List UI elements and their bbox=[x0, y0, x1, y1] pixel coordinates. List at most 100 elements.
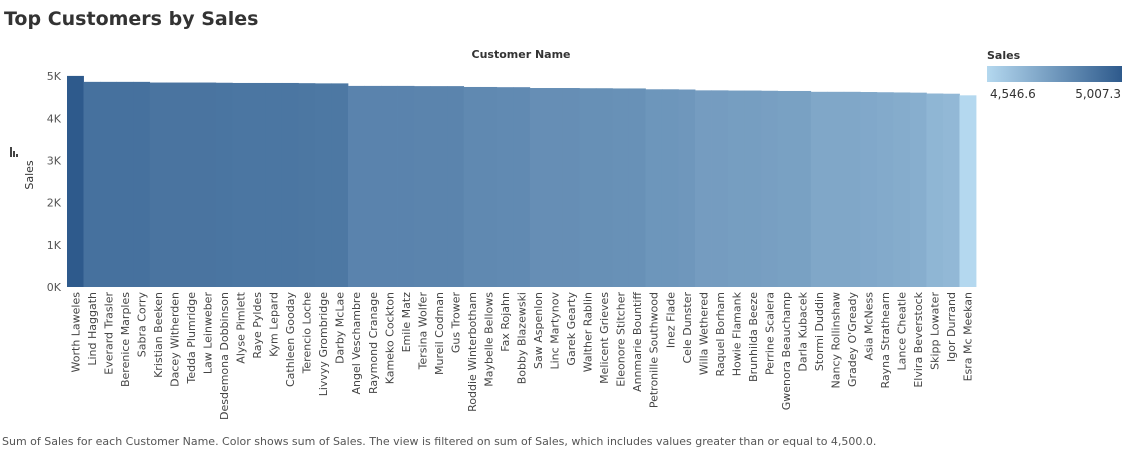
x-tick-label: Skipp Lowater bbox=[929, 292, 942, 370]
x-tick-label: Nancy Rollinshaw bbox=[830, 292, 843, 388]
bar[interactable] bbox=[529, 88, 547, 288]
x-tick-label: Howie Flamank bbox=[730, 291, 743, 376]
x-tick-label: Annmarie Bountiff bbox=[631, 292, 644, 392]
x-tick-label: Livvyy Grombridge bbox=[317, 292, 330, 396]
x-tick-label: Brunhilda Beeze bbox=[747, 292, 760, 382]
y-tick-label: 3K bbox=[47, 155, 62, 168]
bar[interactable] bbox=[893, 92, 911, 287]
bar[interactable] bbox=[777, 90, 795, 287]
bar[interactable] bbox=[513, 87, 531, 288]
x-tick-label: Raymond Cranage bbox=[367, 292, 380, 394]
bar[interactable] bbox=[794, 90, 812, 287]
bar[interactable] bbox=[496, 87, 514, 288]
bar[interactable] bbox=[579, 88, 597, 287]
bar[interactable] bbox=[876, 92, 894, 288]
x-tick-label: Cele Dunster bbox=[681, 292, 694, 364]
bar[interactable] bbox=[761, 90, 779, 287]
bar[interactable] bbox=[728, 90, 746, 287]
bar[interactable] bbox=[381, 85, 398, 287]
bar[interactable] bbox=[810, 91, 828, 287]
x-tick-label: Garek Gearty bbox=[565, 292, 578, 366]
x-tick-label: Sabra Corry bbox=[135, 292, 148, 358]
bar[interactable] bbox=[199, 82, 217, 287]
x-tick-label: Petronille Southwood bbox=[648, 292, 661, 408]
x-tick-label: Melicent Grieves bbox=[598, 292, 611, 384]
bar[interactable] bbox=[744, 90, 762, 287]
bar[interactable] bbox=[463, 86, 481, 287]
sort-descending-icon[interactable] bbox=[10, 147, 18, 157]
bar[interactable] bbox=[628, 88, 646, 287]
bar[interactable] bbox=[645, 89, 663, 287]
bar[interactable] bbox=[843, 91, 861, 287]
bar[interactable] bbox=[314, 83, 332, 287]
bar[interactable] bbox=[364, 85, 382, 287]
x-tick-label: Cathleen Gooday bbox=[284, 292, 297, 387]
x-tick-label: Stormi Duddin bbox=[813, 292, 826, 371]
y-tick-label: 2K bbox=[47, 197, 62, 210]
x-tick-label: Asia McNess bbox=[863, 292, 876, 361]
y-tick-label: 4K bbox=[47, 112, 62, 125]
bar[interactable] bbox=[265, 82, 283, 288]
bar[interactable] bbox=[447, 86, 465, 288]
x-tick-label: Kameko Cockton bbox=[383, 292, 396, 384]
x-tick-label: Saw Aspenlon bbox=[532, 292, 545, 369]
x-tick-label: Raye Pyldes bbox=[251, 292, 264, 359]
bar[interactable] bbox=[562, 88, 580, 288]
x-tick-label: Worth Laweles bbox=[69, 292, 82, 373]
bar[interactable] bbox=[430, 86, 448, 288]
bar[interactable] bbox=[827, 91, 845, 287]
bar[interactable] bbox=[232, 82, 250, 288]
bar[interactable] bbox=[116, 81, 134, 287]
bar[interactable] bbox=[661, 89, 679, 287]
x-tick-label: Berenice Marples bbox=[119, 292, 132, 387]
bar[interactable] bbox=[248, 82, 266, 288]
x-tick-label: Dacey Witherden bbox=[168, 292, 181, 387]
x-tick-label: Lance Cheatle bbox=[896, 292, 909, 371]
bar[interactable] bbox=[480, 86, 498, 287]
x-tick-label: Linc Martynov bbox=[549, 292, 562, 370]
legend-max-label: 5,007.3 bbox=[1075, 87, 1121, 101]
bar[interactable] bbox=[298, 83, 316, 287]
bar[interactable] bbox=[942, 93, 960, 288]
x-tick-label: Fax Rojahn bbox=[499, 292, 512, 352]
bar[interactable] bbox=[215, 82, 233, 287]
bar[interactable] bbox=[546, 88, 564, 288]
x-tick-label: Darla Kubacek bbox=[796, 291, 809, 371]
x-tick-label: Terencio Loche bbox=[301, 292, 314, 375]
x-tick-label: Maybelle Bellows bbox=[482, 292, 495, 387]
bar[interactable] bbox=[331, 83, 349, 287]
bar[interactable] bbox=[711, 90, 729, 287]
x-tick-label: Angel Veschambre bbox=[350, 292, 363, 395]
bar[interactable] bbox=[100, 81, 117, 287]
bar[interactable] bbox=[909, 92, 927, 287]
x-tick-label: Gwenora Beauchamp bbox=[780, 292, 793, 410]
bar[interactable] bbox=[182, 82, 200, 287]
legend-title: Sales bbox=[987, 49, 1021, 62]
bar[interactable] bbox=[678, 89, 696, 288]
bar[interactable] bbox=[67, 75, 84, 287]
bar[interactable] bbox=[959, 95, 977, 287]
bar[interactable] bbox=[149, 82, 167, 287]
bar[interactable] bbox=[166, 82, 184, 287]
color-legend-gradient bbox=[987, 66, 1122, 82]
bar[interactable] bbox=[595, 88, 613, 287]
bar[interactable] bbox=[414, 86, 431, 288]
bar[interactable] bbox=[926, 93, 944, 288]
x-tick-label: Bobby Blazewski bbox=[516, 292, 529, 384]
bar[interactable] bbox=[281, 82, 299, 288]
y-tick-label: 0K bbox=[47, 281, 62, 294]
bar[interactable] bbox=[612, 88, 630, 287]
x-tick-label: Mureil Codman bbox=[433, 292, 446, 375]
y-axis-title: Sales bbox=[23, 160, 36, 190]
bar[interactable] bbox=[695, 90, 712, 287]
y-tick-label: 1K bbox=[47, 239, 62, 252]
bar[interactable] bbox=[83, 81, 101, 287]
bar[interactable] bbox=[397, 85, 415, 287]
x-tick-label: Perrine Scalera bbox=[763, 292, 776, 375]
x-tick-label: Elvira Beverstock bbox=[912, 291, 925, 387]
chart-title: Top Customers by Sales bbox=[4, 8, 259, 30]
bar[interactable] bbox=[133, 81, 151, 287]
bar[interactable] bbox=[860, 92, 878, 288]
bar-chart: Customer Name Sales 0K 1K 2K 3K 4K 5K Worth L… bbox=[10, 48, 977, 420]
bar[interactable] bbox=[347, 85, 365, 287]
